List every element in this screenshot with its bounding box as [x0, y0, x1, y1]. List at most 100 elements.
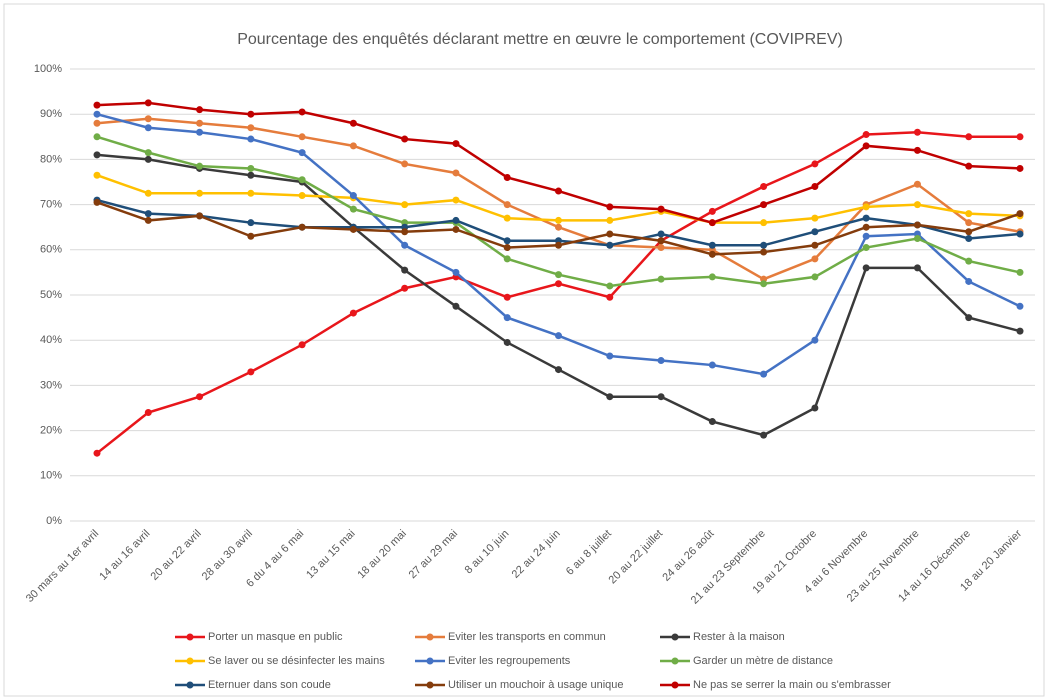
point	[298, 223, 306, 231]
point	[503, 173, 511, 181]
point	[247, 135, 255, 143]
point	[965, 162, 973, 170]
point	[298, 192, 306, 200]
point	[196, 128, 204, 136]
point	[503, 293, 511, 301]
point	[196, 119, 204, 127]
point	[503, 237, 511, 245]
point	[1016, 268, 1024, 276]
point	[144, 216, 152, 224]
point	[452, 225, 460, 233]
point	[657, 244, 665, 252]
y-tick-label: 30%	[40, 379, 62, 391]
point	[862, 223, 870, 231]
point	[555, 241, 562, 249]
point	[862, 142, 870, 150]
point	[196, 212, 204, 220]
point	[247, 110, 255, 118]
point	[606, 216, 614, 224]
y-tick-label: 70%	[40, 199, 62, 211]
point	[811, 160, 819, 168]
point	[606, 282, 614, 290]
legend-label: Rester à la maison	[693, 631, 785, 643]
point	[965, 257, 973, 265]
point	[401, 135, 409, 143]
point	[811, 228, 819, 236]
point	[862, 232, 870, 240]
point	[760, 280, 768, 288]
point	[298, 108, 306, 116]
point	[452, 169, 460, 177]
point	[298, 133, 306, 141]
point	[93, 101, 101, 109]
point	[606, 352, 614, 360]
y-tick-label: 0%	[46, 515, 62, 527]
legend-marker	[671, 681, 679, 689]
point	[760, 370, 768, 378]
legend-label: Porter un masque en public	[208, 631, 343, 643]
point	[555, 280, 562, 288]
y-tick-label: 90%	[40, 108, 62, 120]
point	[606, 393, 614, 401]
point	[196, 189, 204, 197]
point	[1016, 133, 1024, 141]
point	[144, 99, 152, 107]
point	[862, 131, 870, 139]
point	[401, 228, 409, 236]
point	[503, 201, 511, 209]
point	[349, 225, 357, 233]
point	[247, 219, 255, 227]
point	[708, 250, 716, 258]
point	[349, 192, 357, 200]
legend-marker	[426, 681, 434, 689]
point	[913, 146, 921, 154]
y-tick-label: 10%	[40, 470, 62, 482]
point	[913, 180, 921, 188]
legend-marker	[671, 657, 679, 665]
legend-label: Se laver ou se désinfecter les mains	[208, 655, 385, 667]
point	[452, 302, 460, 310]
point	[247, 164, 255, 172]
point	[452, 140, 460, 148]
y-tick-label: 80%	[40, 153, 62, 165]
legend-marker	[186, 681, 194, 689]
point	[1016, 327, 1024, 335]
point	[708, 241, 716, 249]
point	[965, 228, 973, 236]
point	[965, 133, 973, 141]
legend-marker	[186, 633, 194, 641]
point	[555, 332, 562, 340]
point	[298, 149, 306, 157]
point	[1016, 230, 1024, 238]
point	[1016, 210, 1024, 218]
point	[93, 198, 101, 206]
point	[144, 115, 152, 123]
point	[247, 368, 255, 376]
point	[708, 361, 716, 369]
y-tick-label: 100%	[34, 63, 62, 75]
y-tick-label: 40%	[40, 334, 62, 346]
point	[811, 273, 819, 281]
point	[452, 216, 460, 224]
point	[760, 431, 768, 439]
legend-label: Eternuer dans son coude	[208, 679, 331, 691]
point	[555, 187, 562, 195]
point	[555, 223, 562, 231]
point	[93, 110, 101, 118]
point	[93, 171, 101, 179]
point	[401, 241, 409, 249]
point	[503, 255, 511, 263]
point	[401, 201, 409, 209]
point	[913, 128, 921, 136]
point	[811, 336, 819, 344]
point	[401, 160, 409, 168]
point	[965, 235, 973, 242]
point	[144, 149, 152, 157]
point	[657, 393, 665, 401]
point	[247, 124, 255, 132]
point	[606, 230, 614, 238]
point	[555, 366, 562, 374]
point	[144, 409, 152, 417]
legend-label: Garder un mètre de distance	[693, 655, 833, 667]
